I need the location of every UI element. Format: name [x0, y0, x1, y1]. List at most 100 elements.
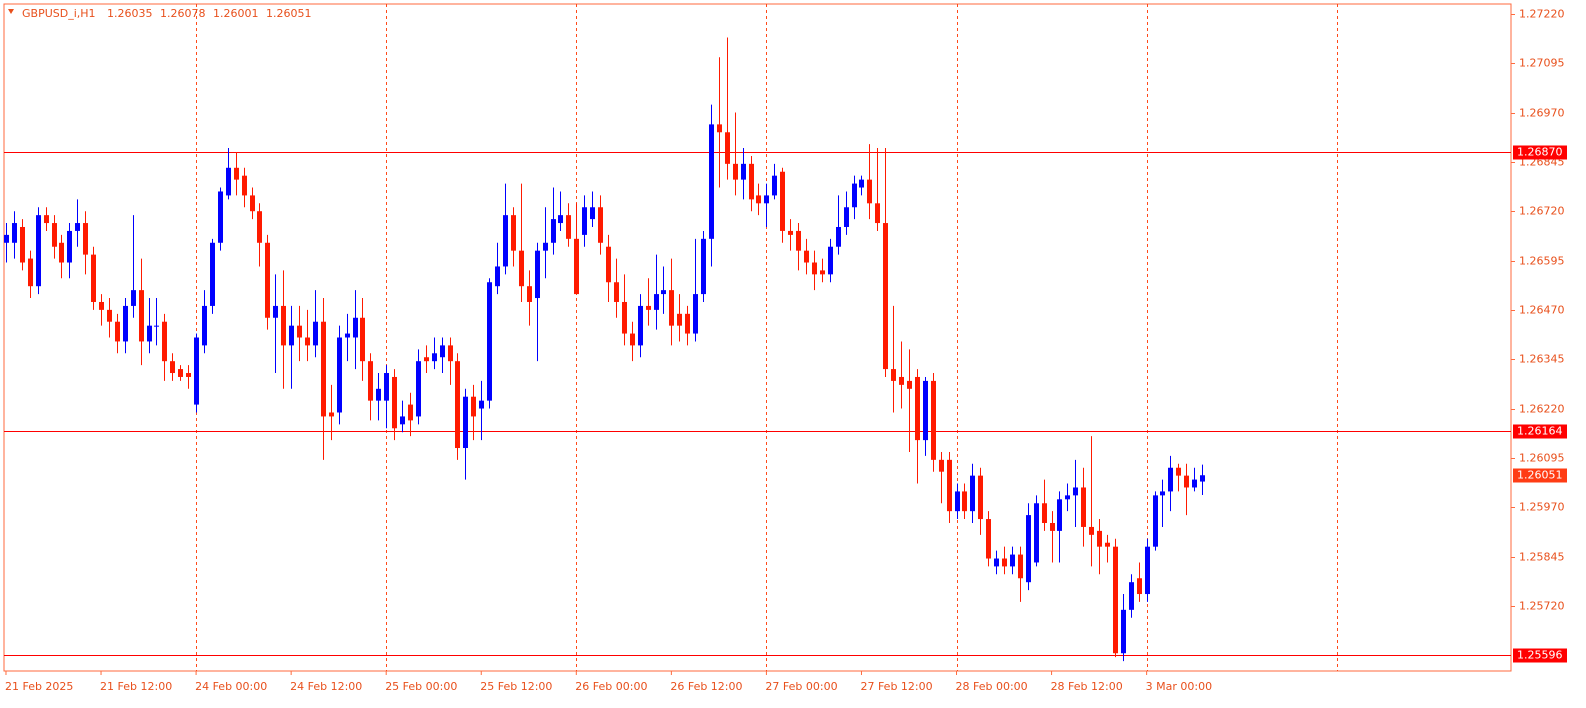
candle-body — [170, 361, 175, 374]
candle-body — [281, 305, 286, 346]
candle-body — [265, 242, 270, 318]
candle-body — [353, 317, 358, 338]
x-tick-label: 21 Feb 12:00 — [100, 680, 172, 693]
candle-body — [297, 325, 302, 338]
ohlc-close: 1.26051 — [266, 7, 312, 20]
x-tick-label: 24 Feb 00:00 — [195, 680, 267, 693]
ohlc-high: 1.26078 — [160, 7, 206, 20]
candle-body — [1097, 530, 1102, 547]
candle-body — [836, 226, 841, 247]
candle-body — [1081, 487, 1086, 527]
x-tick-label: 25 Feb 12:00 — [480, 680, 552, 693]
candle-body — [1065, 495, 1070, 500]
candle-body — [654, 294, 659, 310]
price-label: 1.26164 — [1517, 425, 1563, 438]
candle-body — [812, 262, 817, 275]
candle-body — [376, 388, 381, 401]
collapse-icon[interactable] — [8, 9, 14, 14]
candle-body — [1176, 467, 1181, 476]
candle-body — [250, 195, 255, 212]
candle-body — [36, 215, 41, 287]
candle-body — [67, 230, 72, 263]
price-label-box — [1513, 648, 1567, 663]
current-price-label: 1.26051 — [1517, 469, 1563, 482]
candle-body — [194, 337, 199, 405]
y-tick-label: 1.27095 — [1519, 57, 1565, 70]
candle-body — [360, 317, 365, 362]
candle-body — [242, 175, 247, 196]
candle-body — [273, 305, 278, 318]
candle-body — [400, 416, 405, 425]
candle-body — [44, 215, 49, 224]
y-tick-label: 1.25720 — [1519, 600, 1565, 613]
candle-body — [558, 215, 563, 224]
candle-body — [574, 238, 579, 295]
candle-body — [669, 290, 674, 326]
candle-body — [305, 337, 310, 346]
candle-body — [107, 309, 112, 322]
candle-body — [962, 491, 967, 512]
candle-body — [875, 203, 880, 224]
candle-body — [749, 163, 754, 200]
candle-body — [337, 337, 342, 413]
candle-body — [178, 369, 183, 377]
y-tick-label: 1.26595 — [1519, 255, 1565, 268]
candle-body — [99, 301, 104, 310]
candle-body — [463, 396, 468, 449]
candle-body — [392, 376, 397, 429]
candle-body — [1042, 503, 1047, 523]
candle-body — [28, 258, 33, 287]
candle-body — [780, 171, 785, 231]
y-tick-label: 1.26345 — [1519, 353, 1565, 366]
candle-body — [329, 412, 334, 417]
candle-body — [1145, 546, 1150, 595]
candle-body — [154, 325, 159, 327]
x-tick-label: 26 Feb 12:00 — [670, 680, 742, 693]
candle-body — [899, 376, 904, 385]
candle-body — [479, 400, 484, 409]
candle-body — [955, 491, 960, 512]
candle-body — [226, 167, 231, 196]
x-tick-label: 28 Feb 12:00 — [1051, 680, 1123, 693]
candle-body — [519, 250, 524, 287]
candle-body — [123, 305, 128, 342]
candle-body — [384, 373, 389, 401]
candle-body — [543, 242, 548, 251]
chart-header: GBPUSD_i,H1 1.26035 1.26078 1.26001 1.26… — [22, 7, 312, 20]
candle-body — [1073, 487, 1078, 496]
candle-body — [859, 179, 864, 188]
candle-body — [448, 345, 453, 362]
candle-body — [440, 345, 445, 358]
x-tick-label: 26 Feb 00:00 — [575, 680, 647, 693]
candle-body — [1026, 515, 1031, 583]
candle-body — [1168, 467, 1173, 492]
candle-body — [867, 179, 872, 204]
candle-body — [91, 254, 96, 302]
candle-body — [685, 313, 690, 334]
candle-body — [1200, 475, 1205, 482]
candle-body — [1137, 578, 1142, 595]
candle-body — [432, 353, 437, 362]
candle-body — [986, 519, 991, 559]
candle-body — [630, 333, 635, 346]
x-tick-label: 21 Feb 2025 — [5, 680, 73, 693]
x-tick-label: 27 Feb 00:00 — [765, 680, 837, 693]
candle-body — [147, 325, 152, 342]
candle-body — [638, 305, 643, 346]
candle-body — [804, 250, 809, 263]
ohlc-open: 1.26035 — [107, 7, 153, 20]
candle-body — [313, 321, 318, 346]
candle-body — [527, 286, 532, 302]
candle-body — [1089, 526, 1094, 535]
candle-body — [75, 223, 80, 231]
candle-body — [1129, 582, 1134, 610]
candle-body — [828, 246, 833, 275]
candle-body — [717, 124, 722, 133]
candle-body — [59, 242, 64, 263]
candle-body — [1002, 558, 1007, 567]
candle-body — [883, 223, 888, 370]
candle-body — [1034, 503, 1039, 563]
candle-body — [915, 376, 920, 441]
y-tick-label: 1.26720 — [1519, 205, 1565, 218]
